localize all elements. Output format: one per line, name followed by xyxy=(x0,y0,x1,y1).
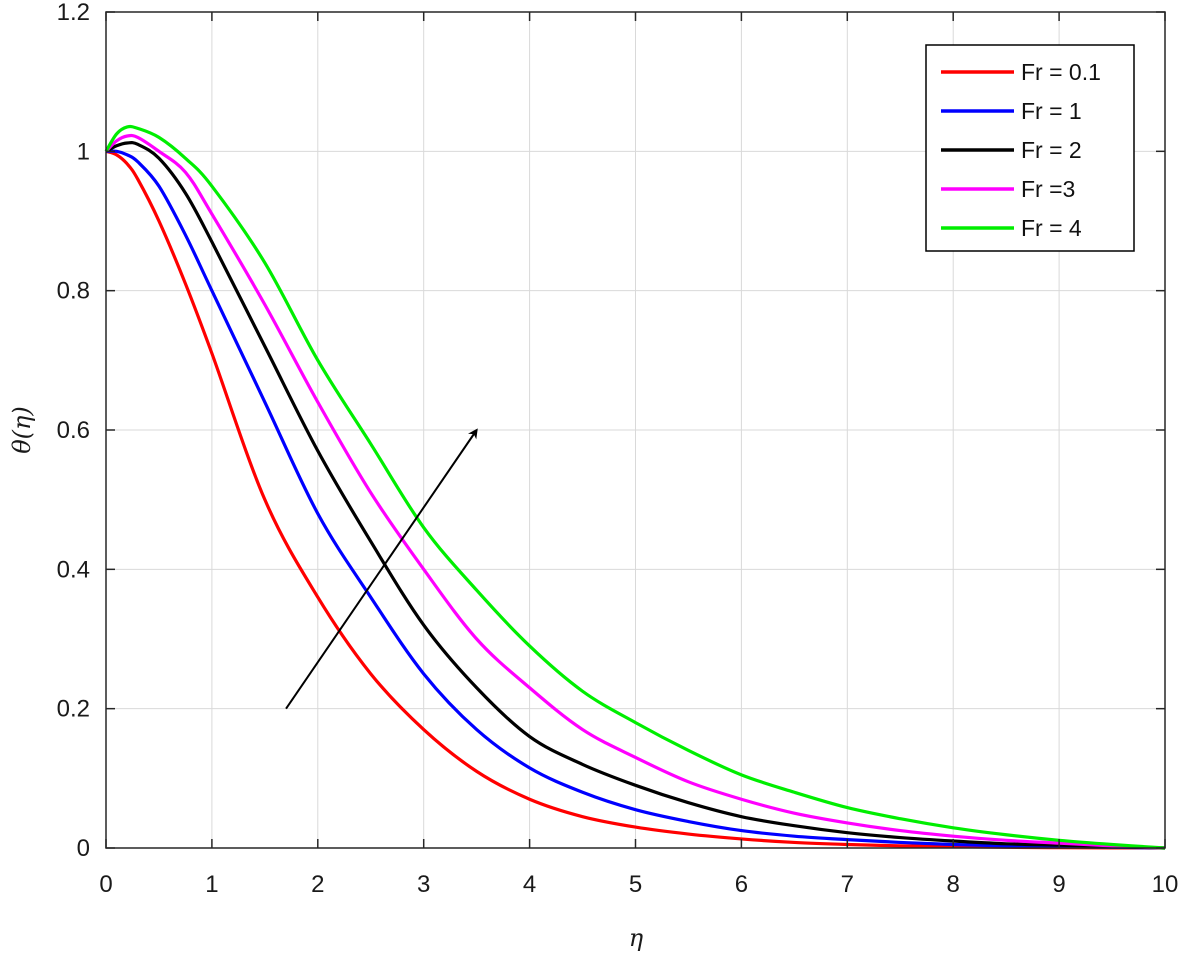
x-tick-label: 7 xyxy=(841,871,854,898)
tick-labels: 0 1 2 3 4 5 6 7 8 9 10 0 0.2 0.4 0.6 0.8 1 1.2 xyxy=(57,0,1179,898)
legend-label: Fr =3 xyxy=(1021,176,1075,202)
y-tick-label: 0.4 xyxy=(57,556,90,583)
series-line-3 xyxy=(104,133,1166,850)
legend-label: Fr = 1 xyxy=(1021,98,1082,124)
x-tick-label: 1 xyxy=(205,871,218,898)
y-tick-label: 0.2 xyxy=(57,696,90,723)
trend-arrow xyxy=(285,428,478,710)
y-tick-label: 0.8 xyxy=(57,278,90,305)
x-tick-label: 3 xyxy=(417,871,430,898)
series-lines xyxy=(104,124,1166,850)
legend: Fr = 0.1 Fr = 1 Fr = 2 Fr =3 Fr = 4 xyxy=(925,44,1135,252)
x-tick-label: 2 xyxy=(311,871,324,898)
x-tick-label: 4 xyxy=(523,871,536,898)
y-tick-label: 0.6 xyxy=(57,417,90,444)
x-axis-label: η xyxy=(629,924,644,952)
y-tick-label: 0 xyxy=(77,835,90,862)
legend-label: Fr = 0.1 xyxy=(1021,59,1101,85)
plot-frame xyxy=(105,11,1166,849)
x-tick-label: 8 xyxy=(947,871,960,898)
x-tick-label: 10 xyxy=(1152,871,1179,898)
x-tick-label: 5 xyxy=(629,871,642,898)
axes xyxy=(105,11,1166,849)
y-tick-label: 1 xyxy=(77,138,90,165)
series-line-4 xyxy=(104,124,1166,850)
x-tick-label: 0 xyxy=(99,871,112,898)
legend-label: Fr = 2 xyxy=(1021,137,1082,163)
x-tick-label: 6 xyxy=(735,871,748,898)
y-axis-label: θ(η) xyxy=(8,406,36,454)
legend-box xyxy=(925,44,1135,252)
series-line-0 xyxy=(105,149,1166,850)
legend-label: Fr = 4 xyxy=(1021,215,1082,241)
series-line-1 xyxy=(105,149,1166,850)
y-tick-label: 1.2 xyxy=(57,0,90,26)
x-tick-label: 9 xyxy=(1052,871,1065,898)
series-line-2 xyxy=(105,141,1166,850)
